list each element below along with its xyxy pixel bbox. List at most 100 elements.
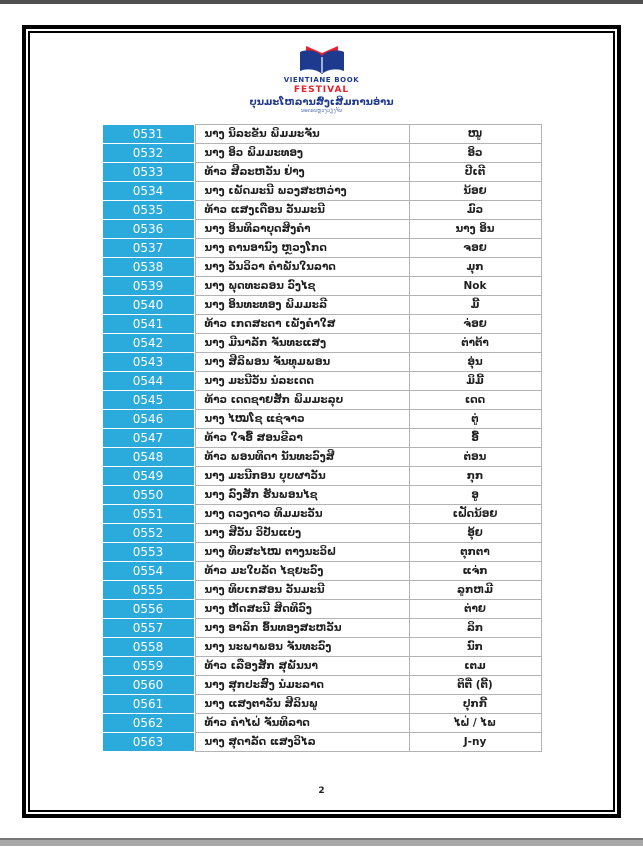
registration-id: 0536 <box>101 220 195 240</box>
participant-name: ທ້າວ ເດດຊາຍສັກ ພິມມະລຸບ <box>194 391 410 411</box>
registration-id: 0556 <box>101 600 195 620</box>
window-top-edge <box>0 0 643 4</box>
registration-id: 0557 <box>101 619 195 639</box>
participant-nickname: ແຈ່ກ <box>409 562 542 582</box>
table-row: 0545 ທ້າວ ເດດຊາຍສັກ ພິມມະລຸບ ເດດ <box>101 391 542 411</box>
page-number: 2 <box>318 786 325 796</box>
table-row: 0554 ທ້າວ ມະໃບລັດ ໄຊຍະວົງ ແຈ່ກ <box>101 562 542 582</box>
participant-nickname: ປີເຕີ <box>409 163 542 183</box>
participant-name: ນາງ ແສງຕາວັນ ສີລິນພູ <box>194 695 410 715</box>
table-row: 0553 ນາງ ທິບສະໄໝ ຕາງນະວິຝ ຕຸກຕາ <box>101 543 542 563</box>
table-row: 0543 ນາງ ສີລິພອນ ຈັນທຸມພອນ ອຸ່ນ <box>101 353 542 373</box>
participant-nickname: ປຸກກີ້ <box>409 695 542 715</box>
participant-name: ນາງ ຫັດສະນີ ສິດທິວົງ <box>194 600 410 620</box>
table-row: 0549 ນາງ ມະນີກອນ ບຸບຜາວັນ ກຸກ <box>101 467 542 487</box>
table-row: 0541 ທ້າວ ເກດສະດາ ເພັງຄຳໃສ ຈ່ອຍ <box>101 315 542 335</box>
participant-name: ນາງ ອາລິກ ອົ້ນທອງສະຫວັນ <box>194 619 410 639</box>
participant-nickname: ອື້ <box>409 429 542 449</box>
participant-nickname: ມົວ <box>409 201 542 221</box>
registration-id: 0552 <box>101 524 195 544</box>
participants-table: 0531 ນາງ ນິລະຂັນ ພິມມະຈັນ ໜູ 0532 ນາງ ອິວ ພິ… <box>101 124 542 753</box>
participant-name: ນາງ ທິບສະໄໝ ຕາງນະວິຝ <box>194 543 410 563</box>
registration-id: 0532 <box>101 144 195 164</box>
participant-name: ນາງ ສີລິພອນ ຈັນທຸມພອນ <box>194 353 410 373</box>
participant-nickname: ຕຸກຕາ <box>409 543 542 563</box>
participant-name: ນາງ ວັນວິວາ ຄຳພັນໃນລາດ <box>194 258 410 278</box>
registration-id: 0550 <box>101 486 195 506</box>
participant-name: ນາງ ທິບເກສອນ ວັນມະນີ <box>194 581 410 601</box>
table-row: 0540 ນາງ ອິນທະທອງ ພິມມະລີ ມີ້ <box>101 296 542 316</box>
participant-nickname: ເຝັດນ້ອຍ <box>409 505 542 525</box>
logo-title-english: VIENTIANE BOOK <box>283 76 360 84</box>
participant-name: ນາງ ສີວັນ ວິປັນແບ່ງ <box>194 524 410 544</box>
participant-nickname: ນົກ <box>409 638 542 658</box>
registration-id: 0538 <box>101 258 195 278</box>
festival-logo: VIENTIANE BOOK FESTIVAL ບຸນມະໂຫລານສົ່ງເສ… <box>30 45 613 114</box>
participant-nickname: J-ny <box>409 733 542 753</box>
registration-id: 0533 <box>101 163 195 183</box>
participant-nickname: ຕ່າຕ້າ <box>409 334 542 354</box>
participant-name: ທ້າວ ມະໃບລັດ ໄຊຍະວົງ <box>194 562 410 582</box>
participant-name: ທ້າວ ໃຈອື້ ສອນຂີລາ <box>194 429 410 449</box>
table-row: 0558 ນາງ ນະພາພອນ ຈັນທະວົງ ນົກ <box>101 638 542 658</box>
participant-name: ນາງ ດວງດາວ ທິມມະວັນ <box>194 505 410 525</box>
participant-nickname: ມິມີ້ <box>409 372 542 392</box>
participant-name: ນາງ ລົງສັກ ຮັນພອນໄຊ <box>194 486 410 506</box>
participant-nickname: ໜູ <box>409 124 542 145</box>
registration-id: 0562 <box>101 714 195 734</box>
table-row: 0552 ນາງ ສີວັນ ວິປັນແບ່ງ ອຸ້ຍ <box>101 524 542 544</box>
participant-nickname: ລູກຫມີ <box>409 581 542 601</box>
table-row: 0534 ນາງ ເພັດມະນີ ພວງສະຫວ່າງ ນ້ອຍ <box>101 182 542 202</box>
table-row: 0557 ນາງ ອາລິກ ອົ້ນທອງສະຫວັນ ລິກ <box>101 619 542 639</box>
participant-nickname: ຕິຕີ່ (ຕີ້) <box>409 676 542 696</box>
table-row: 0560 ນາງ ສຸກປະສົງ ນໍມະລາດ ຕິຕີ່ (ຕີ້) <box>101 676 542 696</box>
registration-id: 0551 <box>101 505 195 525</box>
participant-name: ນາງ ອິນທິລາບຸດສິງຄຳ <box>194 220 410 240</box>
table-row: 0563 ນາງ ສຸດາລັດ ແສງວິໄລ J-ny <box>101 733 542 753</box>
registration-id: 0540 <box>101 296 195 316</box>
registration-id: 0558 <box>101 638 195 658</box>
table-row: 0548 ທ້າວ ພອນທິດາ ນັນທະວົງສີ ຕ່ອນ <box>101 448 542 468</box>
table-row: 0536 ນາງ ອິນທິລາບຸດສິງຄຳ ນາງ ອິນ <box>101 220 542 240</box>
participant-name: ນາງ ມະນີວັນ ນໍລະເດດ <box>194 372 410 392</box>
registration-id: 0542 <box>101 334 195 354</box>
participant-name: ນາງ ເພັດມະນີ ພວງສະຫວ່າງ <box>194 182 410 202</box>
open-book-logo-icon <box>30 45 613 75</box>
participant-name: ທ້າວ ພອນທິດາ ນັນທະວົງສີ <box>194 448 410 468</box>
registration-id: 0541 <box>101 315 195 335</box>
participant-nickname: ນາງ ອິນ <box>409 220 542 240</box>
registration-id: 0547 <box>101 429 195 449</box>
registration-id: 0554 <box>101 562 195 582</box>
registration-id: 0543 <box>101 353 195 373</box>
participant-nickname: ຕ່າຍ <box>409 600 542 620</box>
registration-id: 0549 <box>101 467 195 487</box>
participant-nickname: Nok <box>409 277 542 297</box>
table-row: 0542 ນາງ ມີນາລັກ ຈັນທະແສງ ຕ່າຕ້າ <box>101 334 542 354</box>
logo-title-lao: ບຸນມະໂຫລານສົ່ງເສີມການອ່ານ <box>249 96 394 108</box>
table-row: 0539 ນາງ ພຸດທະລອນ ວົງໄຊ Nok <box>101 277 542 297</box>
participant-name: ນາງ ມະນີກອນ ບຸບຜາວັນ <box>194 467 410 487</box>
participant-nickname: ອູ <box>409 486 542 506</box>
registration-id: 0539 <box>101 277 195 297</box>
registration-id: 0563 <box>101 733 195 753</box>
participant-name: ທ້າວ ແສງເດືອນ ວັນມະນີ <box>194 201 410 221</box>
table-row: 0533 ທ້າວ ສີລະຫວັນ ຢ່າງ ປີເຕີ <box>101 163 542 183</box>
table-row: 0546 ນາງ ໄໝໂຊ ແຊ່ຈາວ ຕູ່ <box>101 410 542 430</box>
participant-name: ທ້າວ ເກດສະດາ ເພັງຄຳໃສ <box>194 315 410 335</box>
participant-nickname: ຈອຍ <box>409 239 542 259</box>
participant-nickname: ມຸກ <box>409 258 542 278</box>
participant-nickname: ເດດ <box>409 391 542 411</box>
registration-id: 0560 <box>101 676 195 696</box>
participant-nickname: ຕູ່ <box>409 410 542 430</box>
table-row: 0550 ນາງ ລົງສັກ ຮັນພອນໄຊ ອູ <box>101 486 542 506</box>
participant-name: ທ້າວ ຄຳໄຝ່ ຈັນທິລາດ <box>194 714 410 734</box>
participant-nickname: ມີ້ <box>409 296 542 316</box>
participant-nickname: ອຸ່ນ <box>409 353 542 373</box>
participant-nickname: ກຸກ <box>409 467 542 487</box>
page-separator-bar <box>0 838 643 846</box>
participant-name: ນາງ ຄານອານົງ ຫຼວງໂກດ <box>194 239 410 259</box>
table-row: 0555 ນາງ ທິບເກສອນ ວັນມະນີ ລູກຫມີ <box>101 581 542 601</box>
registration-id: 0544 <box>101 372 195 392</box>
table-row: 0547 ທ້າວ ໃຈອື້ ສອນຂີລາ ອື້ <box>101 429 542 449</box>
participant-name: ນາງ ມີນາລັກ ຈັນທະແສງ <box>194 334 410 354</box>
